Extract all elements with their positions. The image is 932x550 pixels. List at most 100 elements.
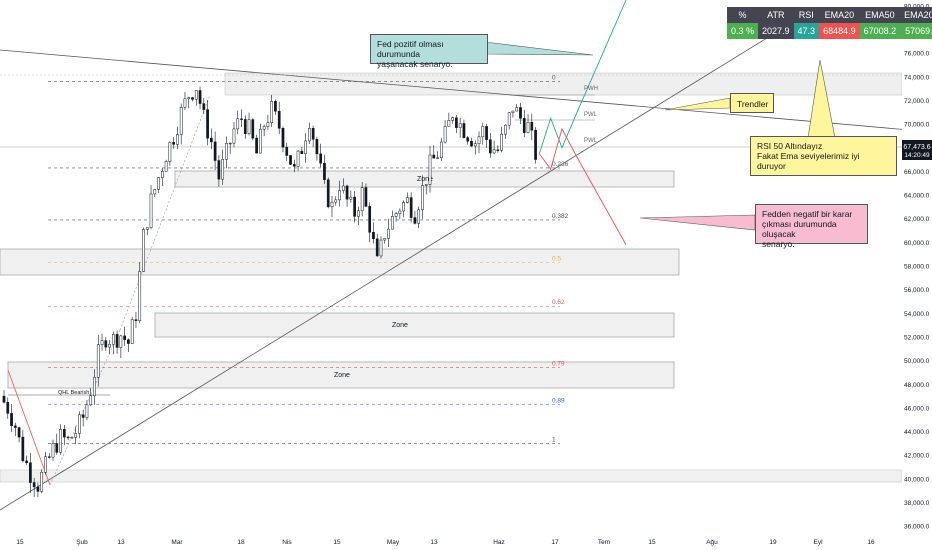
candle-body [25, 460, 28, 464]
candle-body [470, 140, 473, 147]
trendler-callout[interactable]: Trendler [730, 93, 774, 113]
candle-body [530, 121, 534, 131]
candle-body [439, 141, 443, 159]
candle-body [259, 128, 262, 154]
candle-body [334, 199, 338, 203]
y-tick-label: 48,000.0 [904, 382, 930, 389]
candle-body [70, 437, 74, 439]
candle-body [281, 128, 285, 148]
candle-body [277, 110, 281, 129]
candle-body [504, 124, 507, 135]
indicator-header-4: EMA50 [859, 7, 901, 23]
candle-body [413, 217, 417, 224]
dashed-rally-line-lower [49, 329, 121, 486]
candle-body [417, 209, 421, 224]
candle-body [304, 140, 307, 154]
fed-negative-callout[interactable]: Fedden negatif bir karar çıkması durumun… [755, 204, 868, 249]
candle-body [496, 149, 500, 151]
zone-upper[interactable] [174, 170, 675, 188]
zone-top[interactable] [224, 72, 903, 96]
candle-body [96, 344, 100, 378]
candle-body [311, 128, 315, 140]
fib-label-0: 0 [552, 75, 556, 82]
y-tick-label: 50,000.0 [904, 358, 930, 365]
candle-body [115, 334, 119, 348]
zone-lower[interactable] [7, 361, 675, 389]
indicator-header-2: RSI [793, 7, 820, 23]
candle-body [296, 150, 300, 167]
candle-body [10, 413, 13, 427]
candle-body [443, 126, 447, 143]
x-tick-label: 19 [769, 539, 777, 546]
x-tick-label: May [387, 539, 400, 546]
candle-body [522, 118, 526, 133]
x-tick-label: Mar [171, 539, 183, 546]
candle-body [432, 154, 436, 159]
fib-label-0.382: 0.382 [552, 213, 569, 220]
candle-body [17, 427, 21, 438]
pwh-label: PWH [584, 86, 598, 92]
candle-body [6, 401, 10, 414]
candle-body [368, 206, 372, 233]
zone-upper-label: Zone [417, 176, 433, 183]
y-tick-label: 40,000.0 [904, 476, 930, 483]
rsi-pointer [807, 59, 836, 139]
candle-body [145, 227, 149, 230]
candle-body [130, 319, 134, 344]
candle-body [160, 171, 164, 178]
candle-body [2, 395, 6, 403]
candle-body [360, 187, 364, 212]
candle-body [383, 238, 387, 241]
candle-body [402, 202, 405, 212]
y-tick-label: 66,000.0 [904, 169, 930, 176]
scenario-down-path[interactable] [538, 127, 627, 245]
scenario-paths [538, 0, 627, 245]
x-tick-label: 16 [867, 539, 875, 546]
y-tick-label: 74,000.0 [904, 74, 930, 81]
ascending-trendline[interactable] [0, 29, 781, 511]
zone-bottom[interactable] [0, 469, 903, 483]
candle-body [387, 228, 390, 239]
candle-body [100, 340, 104, 346]
candle-body [473, 143, 477, 147]
candle-body [455, 117, 458, 128]
indicator-value-1: 2027.9 [758, 23, 794, 39]
candle-body [364, 187, 368, 207]
candle-body [202, 103, 206, 110]
zone-middle[interactable] [154, 312, 675, 338]
candle-body [466, 137, 470, 142]
zone-wide[interactable] [0, 248, 680, 276]
candle-body [436, 157, 439, 159]
candle-body [274, 101, 277, 112]
candle-body [319, 153, 323, 164]
y-tick-label: 36,000.0 [904, 524, 930, 531]
zones-layer: Zone Zone Zone [0, 72, 903, 483]
candle-body [44, 456, 47, 473]
descending-trendline[interactable] [0, 49, 932, 133]
indicator-value-2: 47.3 [793, 23, 820, 39]
candle-body [394, 213, 398, 217]
candle-body [134, 319, 138, 321]
candle-body [511, 110, 515, 114]
y-axis: 80,000.078,000.076,000.074,000.072,000.0… [902, 0, 932, 550]
dashed-rally-line [119, 94, 211, 331]
fed-positive-callout[interactable]: Fed pozitif olması durumunda yaşanacak s… [370, 34, 488, 69]
x-tick-label: 13 [430, 539, 438, 546]
pwl-label-2: PWL [584, 138, 598, 144]
zone-lower-label: Zone [334, 372, 350, 379]
candle-body [251, 119, 255, 139]
fib-label-0.79: 0.79 [552, 361, 565, 368]
scenario-up-path[interactable] [538, 0, 627, 154]
trendler-pointer [664, 97, 731, 111]
indicator-header-0: % [727, 7, 759, 23]
rsi-callout[interactable]: RSI 50 Altındayız Fakat Ema seviyelerimi… [750, 136, 897, 176]
x-tick-label: 18 [237, 539, 245, 546]
candle-body [488, 139, 492, 154]
x-tick-label: 17 [551, 539, 559, 546]
candle-body [447, 120, 451, 127]
candle-body [345, 185, 349, 200]
